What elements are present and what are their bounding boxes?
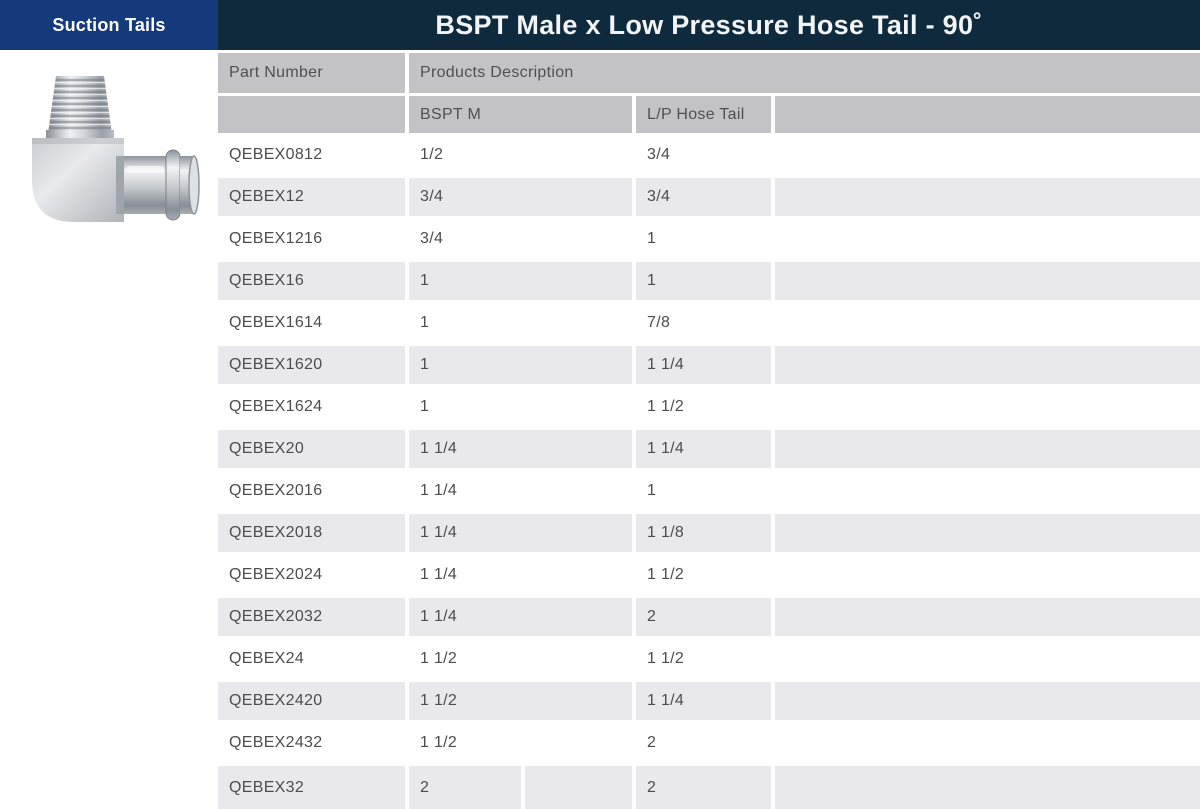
empty-cell: [775, 766, 1200, 809]
lp-hose-tail-cell: 1: [636, 262, 771, 300]
lp-hose-tail-cell: 2: [636, 724, 771, 762]
empty-cell: [775, 724, 1200, 762]
table-row: QEBEX2016 1 1/4 1: [218, 472, 1200, 510]
bspt-m-cell: 1 1/4: [409, 556, 632, 594]
lp-hose-tail-cell: 3/4: [636, 178, 771, 216]
page-header: Suction Tails BSPT Male x Low Pressure H…: [0, 0, 1200, 50]
title-band: BSPT Male x Low Pressure Hose Tail - 90˚: [218, 0, 1200, 50]
lp-hose-tail-cell: 1 1/2: [636, 556, 771, 594]
lp-hose-tail-cell: 1 1/4: [636, 346, 771, 384]
table-row: QEBEX2420 1 1/2 1 1/4: [218, 682, 1200, 720]
table-row: QEBEX1216 3/4 1: [218, 220, 1200, 258]
lp-hose-tail-cell: 1 1/4: [636, 682, 771, 720]
part-number-cell: QEBEX2420: [218, 682, 405, 720]
bspt-m-cell: 1 1/2: [409, 682, 632, 720]
bspt-m-cell: 1: [409, 304, 632, 342]
part-number-cell: QEBEX12: [218, 178, 405, 216]
part-number-cell: QEBEX24: [218, 640, 405, 678]
lp-hose-tail-cell: 1 1/8: [636, 514, 771, 552]
part-number-cell: QEBEX16: [218, 262, 405, 300]
bspt-m-cell: 1 1/4: [409, 472, 632, 510]
bspt-m-cell: 3/4: [409, 178, 632, 216]
product-pane: [0, 50, 218, 809]
section-tab-label: Suction Tails: [52, 14, 166, 35]
table-header-row-2: BSPT M L/P Hose Tail: [218, 96, 1200, 133]
empty-cell: [525, 766, 632, 809]
empty-cell: [775, 598, 1200, 636]
part-number-cell: QEBEX2024: [218, 556, 405, 594]
table-row: QEBEX2024 1 1/4 1 1/2: [218, 556, 1200, 594]
lp-hose-tail-cell: 2: [636, 598, 771, 636]
lp-hose-tail-cell: 1: [636, 472, 771, 510]
bspt-m-cell: 1 1/2: [409, 640, 632, 678]
empty-cell: [775, 136, 1200, 174]
table-row: QEBEX32 2 2: [218, 766, 1200, 809]
part-number-cell: QEBEX1216: [218, 220, 405, 258]
empty-cell: [775, 682, 1200, 720]
page-title: BSPT Male x Low Pressure Hose Tail - 90˚: [435, 9, 983, 40]
table-row: QEBEX2018 1 1/4 1 1/8: [218, 514, 1200, 552]
empty-cell: [775, 472, 1200, 510]
bspt-m-header: BSPT M: [409, 96, 632, 133]
product-photo-elbow-fitting-icon: [32, 76, 200, 222]
table-row: QEBEX2432 1 1/2 2: [218, 724, 1200, 762]
bspt-m-cell: 1 1/4: [409, 598, 632, 636]
products-description-header: Products Description: [409, 53, 1200, 93]
table-row: QEBEX24 1 1/2 1 1/2: [218, 640, 1200, 678]
empty-cell: [775, 640, 1200, 678]
table-row: QEBEX2032 1 1/4 2: [218, 598, 1200, 636]
table-row: QEBEX16 1 1: [218, 262, 1200, 300]
empty-cell: [775, 178, 1200, 216]
part-number-cell: QEBEX0812: [218, 136, 405, 174]
table-header-row-1: Part Number Products Description: [218, 53, 1200, 93]
part-number-header: Part Number: [218, 53, 405, 93]
lp-hose-tail-header: L/P Hose Tail: [636, 96, 771, 133]
empty-cell: [775, 262, 1200, 300]
empty-cell: [775, 556, 1200, 594]
lp-hose-tail-cell: 1 1/2: [636, 388, 771, 426]
table-row: QEBEX12 3/4 3/4: [218, 178, 1200, 216]
empty-cell: [775, 346, 1200, 384]
part-number-cell: QEBEX1620: [218, 346, 405, 384]
bspt-m-cell: 1 1/4: [409, 514, 632, 552]
lp-hose-tail-cell: 1 1/4: [636, 430, 771, 468]
empty-header-cell: [218, 96, 405, 133]
part-number-cell: QEBEX1614: [218, 304, 405, 342]
table-body: QEBEX0812 1/2 3/4 QEBEX12 3/4 3/4 QEBEX1216 3/4…: [218, 136, 1200, 809]
table-row: QEBEX1614 1 7/8: [218, 304, 1200, 342]
bspt-m-cell: 2: [409, 766, 521, 809]
lp-hose-tail-cell: 1 1/2: [636, 640, 771, 678]
table-row: QEBEX1620 1 1 1/4: [218, 346, 1200, 384]
bspt-m-cell: 1 1/2: [409, 724, 632, 762]
empty-cell: [775, 430, 1200, 468]
bspt-m-cell: 1: [409, 388, 632, 426]
lp-hose-tail-cell: 2: [636, 766, 771, 809]
parts-table: Part Number Products Description BSPT M …: [218, 53, 1200, 809]
lp-hose-tail-cell: 1: [636, 220, 771, 258]
empty-header-cell: [775, 96, 1200, 133]
bspt-m-cell: 3/4: [409, 220, 632, 258]
section-tab: Suction Tails: [0, 0, 218, 50]
lp-hose-tail-cell: 7/8: [636, 304, 771, 342]
part-number-cell: QEBEX2432: [218, 724, 405, 762]
bspt-m-cell: 1/2: [409, 136, 632, 174]
table-row: QEBEX20 1 1/4 1 1/4: [218, 430, 1200, 468]
bspt-m-cell: 1: [409, 346, 632, 384]
empty-cell: [775, 514, 1200, 552]
empty-cell: [775, 220, 1200, 258]
table-row: QEBEX0812 1/2 3/4: [218, 136, 1200, 174]
empty-cell: [775, 388, 1200, 426]
part-number-cell: QEBEX20: [218, 430, 405, 468]
part-number-cell: QEBEX32: [218, 766, 405, 809]
part-number-cell: QEBEX2016: [218, 472, 405, 510]
part-number-cell: QEBEX2018: [218, 514, 405, 552]
part-number-cell: QEBEX2032: [218, 598, 405, 636]
table-row: QEBEX1624 1 1 1/2: [218, 388, 1200, 426]
bspt-m-cell: 1: [409, 262, 632, 300]
lp-hose-tail-cell: 3/4: [636, 136, 771, 174]
empty-cell: [775, 304, 1200, 342]
part-number-cell: QEBEX1624: [218, 388, 405, 426]
bspt-m-cell: 1 1/4: [409, 430, 632, 468]
